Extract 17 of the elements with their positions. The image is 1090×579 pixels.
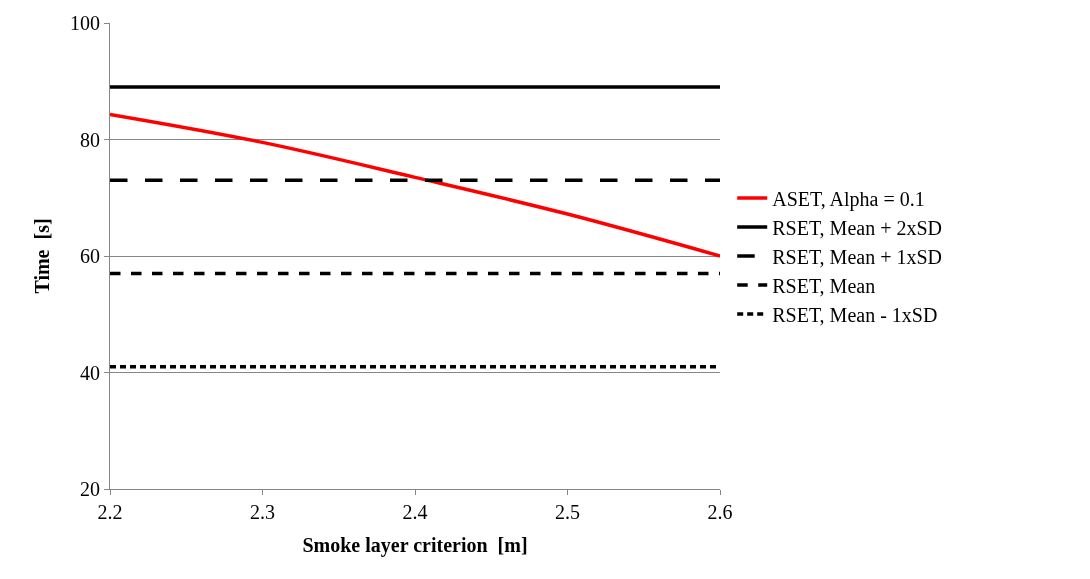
y-tick-label: 80 bbox=[80, 128, 100, 151]
y-tick-label: 100 bbox=[70, 12, 100, 34]
legend-label: RSET, Mean bbox=[772, 274, 876, 297]
legend-label: RSET, Mean + 1xSD bbox=[772, 245, 942, 268]
legend-label: RSET, Mean - 1xSD bbox=[772, 303, 938, 326]
x-axis-title: Smoke layer criterion [m] bbox=[302, 533, 528, 557]
x-tick-label: 2.6 bbox=[707, 501, 733, 523]
x-tick-label: 2.2 bbox=[97, 501, 123, 523]
x-tick-label: 2.5 bbox=[555, 501, 580, 523]
x-tick-label: 2.3 bbox=[250, 501, 275, 523]
x-tick-label: 2.4 bbox=[402, 501, 428, 523]
y-axis-title: Time [s] bbox=[30, 218, 53, 294]
y-tick-label: 60 bbox=[80, 245, 100, 267]
y-tick-label: 40 bbox=[80, 361, 100, 384]
legend-label: ASET, Alpha = 0.1 bbox=[772, 187, 925, 211]
y-tick-label: 20 bbox=[80, 478, 100, 500]
legend-label: RSET, Mean + 2xSD bbox=[772, 216, 942, 239]
